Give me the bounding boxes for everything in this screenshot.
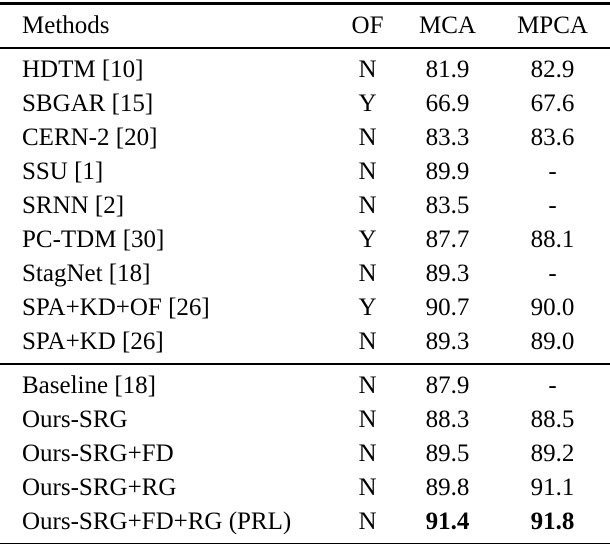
method-cell: HDTM [10] [22,56,144,83]
mpca-cell: 91.8 [530,508,575,535]
method-cell: StagNet [18] [22,260,151,287]
mca-cell: 87.7 [425,226,470,253]
table-row: HDTM [10] N 81.9 82.9 [0,48,610,87]
of-cell: Y [358,90,377,117]
of-cell: N [358,56,377,83]
method-cell: SPA+KD [26] [22,328,164,355]
method-cell: SRNN [2] [22,192,125,219]
col-header-mpca: MPCA [517,12,588,39]
mpca-cell: 91.1 [530,474,575,501]
method-cell: CERN-2 [20] [22,124,158,151]
mpca-cell: 89.2 [530,440,575,467]
mpca-cell: 89.0 [530,328,575,355]
method-cell: SBGAR [15] [22,90,154,117]
table-row: Ours-SRG+RG N 89.8 91.1 [0,471,610,505]
mpca-cell: 90.0 [530,294,575,321]
of-cell: N [358,474,377,501]
mpca-cell: 88.1 [530,226,575,253]
table-row: Ours-SRG+FD+RG (PRL) N 91.4 91.8 [0,505,610,544]
mpca-cell: - [548,260,557,287]
table-row: Baseline [18] N 87.9 - [0,364,610,403]
of-cell: Y [358,226,377,253]
ours-section: Baseline [18] N 87.9- Ours-SRG N 88.3 88.5 Ours… [0,364,610,544]
table-row: SPA+KD [26] N 89.3 89.0 [0,325,610,364]
mpca-cell: - [548,158,557,185]
of-cell: N [358,192,377,219]
mpca-cell: 83.6 [530,124,575,151]
header-row: Methods OF MCA MPCA [0,4,610,48]
of-cell: N [358,406,377,433]
mca-cell: 83.3 [425,124,470,151]
prior-methods-section: HDTM [10] N 81.9 82.9 SBGAR [15] Y 66.9 67.6 CER… [0,48,610,364]
table-row: SPA+KD+OF [26] Y 90.7 90.0 [0,291,610,325]
table-row: Ours-SRG+FD N 89.5 89.2 [0,437,610,471]
of-cell: N [358,124,377,151]
mpca-cell: 67.6 [530,90,575,117]
table-row: PC-TDM [30] Y 87.7 88.1 [0,223,610,257]
mca-cell: 89.5 [425,440,470,467]
mpca-cell: - [548,372,557,399]
mpca-cell: - [548,192,557,219]
method-cell: PC-TDM [30] [22,226,165,253]
method-cell: Baseline [18] [22,372,156,399]
table-row: StagNet [18] N 89.3 - [0,257,610,291]
of-cell: N [358,260,377,287]
method-cell: SSU [1] [22,158,104,185]
method-cell: Ours-SRG+RG [22,474,177,501]
method-cell: Ours-SRG+FD+RG (PRL) [22,508,292,535]
mpca-cell: 82.9 [530,56,575,83]
method-cell: Ours-SRG [22,406,128,433]
col-header-methods: Methods [22,12,110,39]
table-row: SSU [1] N 89.9 - [0,155,610,189]
of-cell: N [358,158,377,185]
mca-cell: 89.9 [425,158,470,185]
mca-cell: 83.5 [425,192,470,219]
mca-cell: 89.8 [425,474,470,501]
of-cell: N [358,508,377,535]
mca-cell: 66.9 [425,90,470,117]
table-row: SBGAR [15] Y 66.9 67.6 [0,87,610,121]
col-header-mca: MCA [419,12,476,39]
mca-cell: 90.7 [425,294,470,321]
table-row: CERN-2 [20] N 83.3 83.6 [0,121,610,155]
mca-cell: 87.9 [425,372,470,399]
mca-cell: 89.3 [425,328,470,355]
of-cell: N [358,440,377,467]
mca-cell: 89.3 [425,260,470,287]
col-header-of: OF [351,12,384,39]
mca-cell: 81.9 [425,56,470,83]
mpca-cell: 88.5 [530,406,575,433]
of-cell: Y [358,294,377,321]
method-cell: SPA+KD+OF [26] [22,294,210,321]
table-row: Ours-SRG N 88.3 88.5 [0,403,610,437]
of-cell: N [358,328,377,355]
method-cell: Ours-SRG+FD [22,440,174,467]
mca-cell: 88.3 [425,406,470,433]
table-row: SRNN [2] N 83.5 - [0,189,610,223]
of-cell: N [358,372,377,399]
mca-cell: 91.4 [425,508,470,535]
